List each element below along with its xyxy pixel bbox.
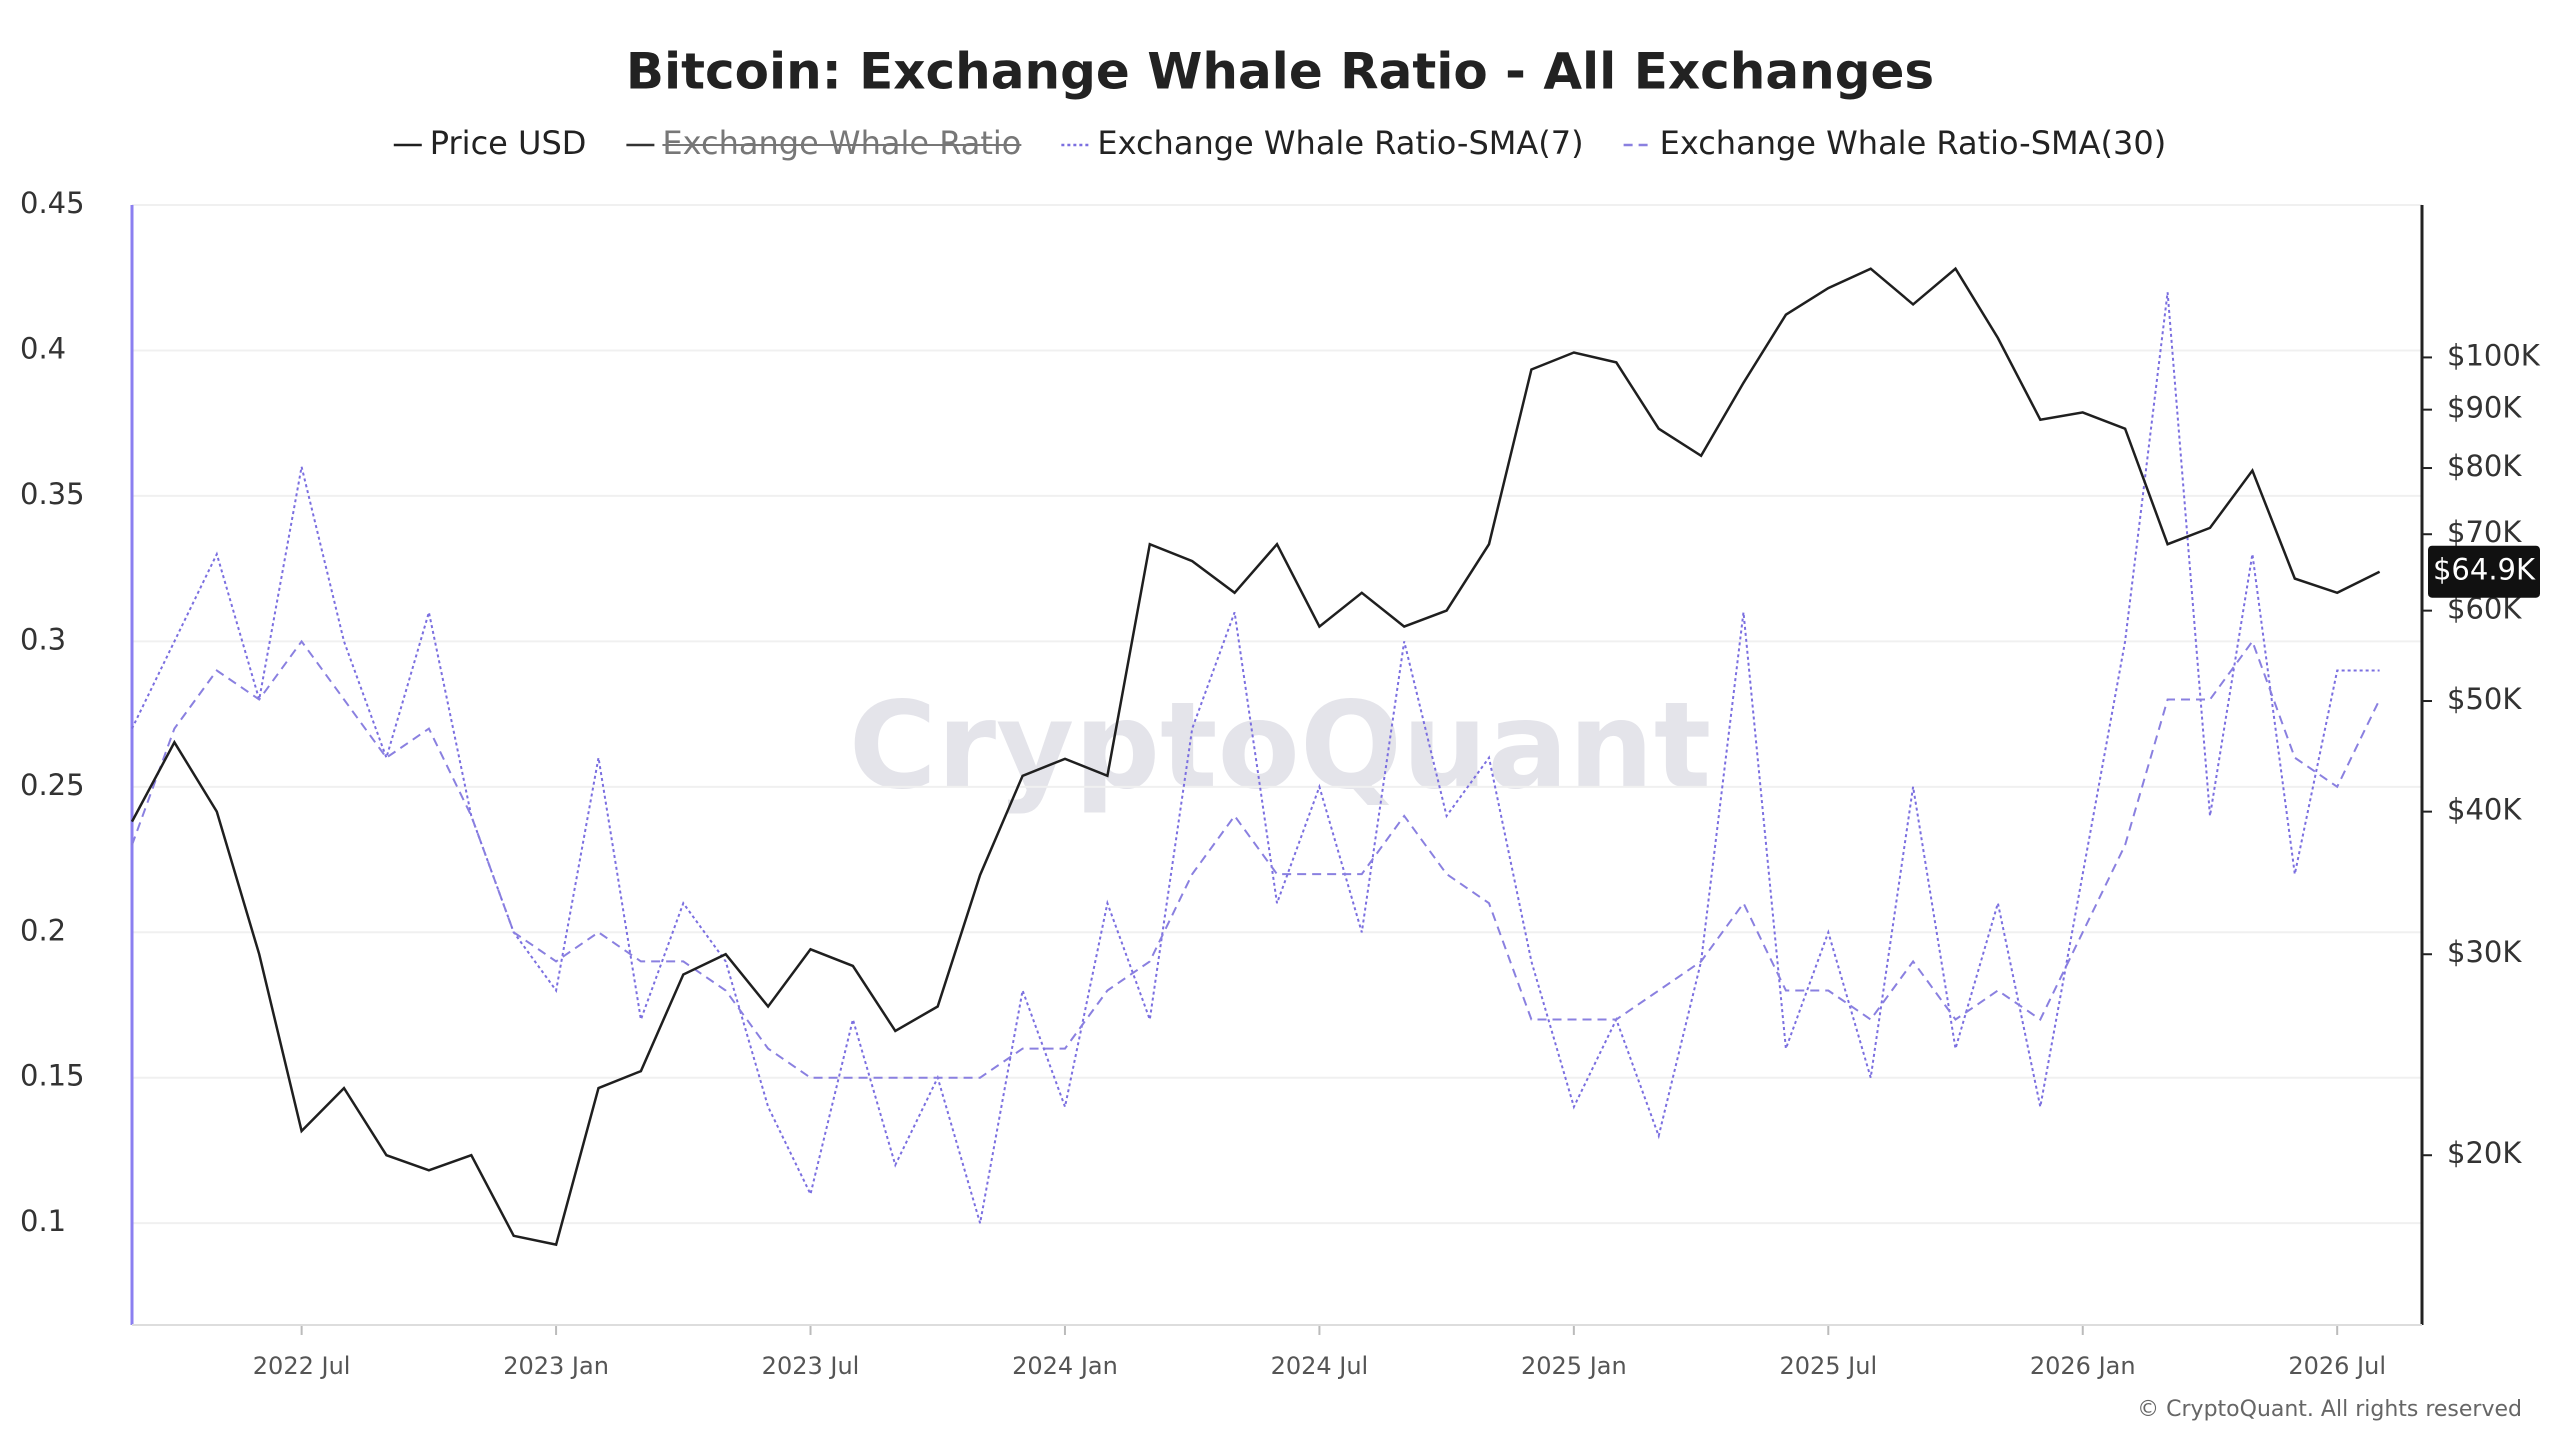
x-tick-label: 2022 Jul [253, 1352, 351, 1380]
x-tick-label: 2026 Jul [2288, 1352, 2386, 1380]
watermark: CryptoQuant [849, 678, 1711, 817]
y2-tick-label: $20K [2447, 1136, 2522, 1170]
x-tick-label: 2023 Jan [503, 1352, 609, 1380]
last-value-label: $64.9K [2433, 553, 2536, 587]
y2-tick-label: $90K [2447, 391, 2522, 425]
chart-title: Bitcoin: Exchange Whale Ratio - All Exch… [626, 43, 1934, 101]
legend-label: Price USD [430, 124, 587, 162]
x-tick-label: 2026 Jan [2030, 1352, 2136, 1380]
legend-label: Exchange Whale Ratio-SMA(7) [1097, 124, 1583, 162]
legend-label: Exchange Whale Ratio-SMA(30) [1660, 124, 2167, 162]
x-tick-label: 2024 Jul [1271, 1352, 1369, 1380]
y2-tick-label: $30K [2447, 935, 2522, 969]
last-value-box [2428, 545, 2540, 598]
y2-tick-label: $80K [2447, 449, 2522, 483]
legend: Price USD Exchange Whale Ratio Exchange Wh… [393, 124, 2167, 162]
y2-tick-label: $40K [2447, 793, 2522, 827]
y-tick-label: 0.15 [20, 1059, 85, 1093]
x-tick-label: 2025 Jan [1521, 1352, 1627, 1380]
footer: © CryptoQuant. All rights reserved [2137, 1397, 2522, 1422]
y-tick-label: 0.45 [20, 186, 85, 220]
x-tick-label: 2025 Jul [1779, 1352, 1877, 1380]
y2-tick-label: $50K [2447, 682, 2522, 716]
y-tick-label: 0.3 [20, 622, 66, 656]
y-tick-label: 0.25 [20, 768, 85, 802]
series-line [131, 639, 2381, 1079]
y2-tick-label: $100K [2447, 338, 2541, 372]
x-tick-label: 2024 Jan [1012, 1352, 1118, 1380]
y-tick-label: 0.35 [20, 477, 85, 511]
y-tick-label: 0.4 [20, 331, 66, 365]
legend-label: Exchange Whale Ratio [662, 124, 1021, 162]
y-tick-label: 0.1 [20, 1204, 66, 1238]
series-line [130, 266, 2381, 1247]
y2-tick-label: $70K [2447, 515, 2522, 549]
x-tick-label: 2023 Jul [762, 1352, 860, 1380]
y-tick-label: 0.2 [20, 913, 66, 947]
